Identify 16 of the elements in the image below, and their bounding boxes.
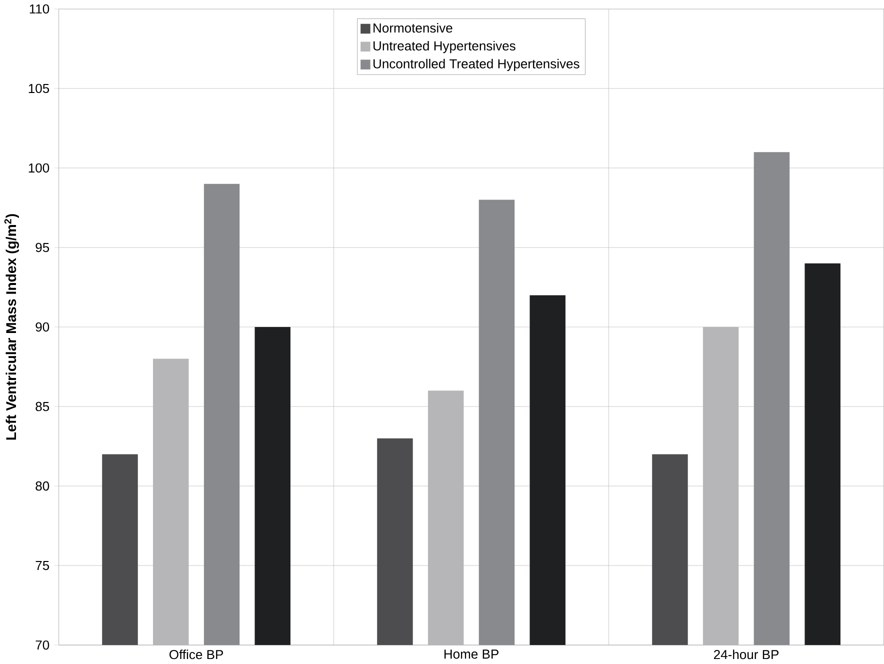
x-tick-label: 24-hour BP (714, 650, 779, 660)
legend-label: Untreated Hypertensives (374, 41, 516, 54)
y-tick-label: 110 (30, 4, 50, 14)
y-tick-label: 105 (28, 84, 50, 94)
y-tick-label: 90 (36, 322, 50, 332)
y-tick-label: 95 (36, 243, 50, 252)
legend-label: Uncontrolled Treated Hypertensives (374, 59, 580, 72)
y-axis-title: Left Ventricular Mass Index (g/m$^{2}$) (4, 214, 19, 440)
x-tick-label: Office BP (170, 650, 223, 660)
y-tick-label: 85 (36, 402, 50, 412)
y-tick-label: 80 (36, 482, 50, 491)
y-tick-label: 75 (36, 561, 50, 570)
y-tick-label: 100 (28, 164, 50, 173)
x-tick-label: Home BP (444, 650, 498, 659)
legend-label: Normotensive (374, 23, 452, 33)
y-tick-label: 70 (36, 640, 50, 650)
